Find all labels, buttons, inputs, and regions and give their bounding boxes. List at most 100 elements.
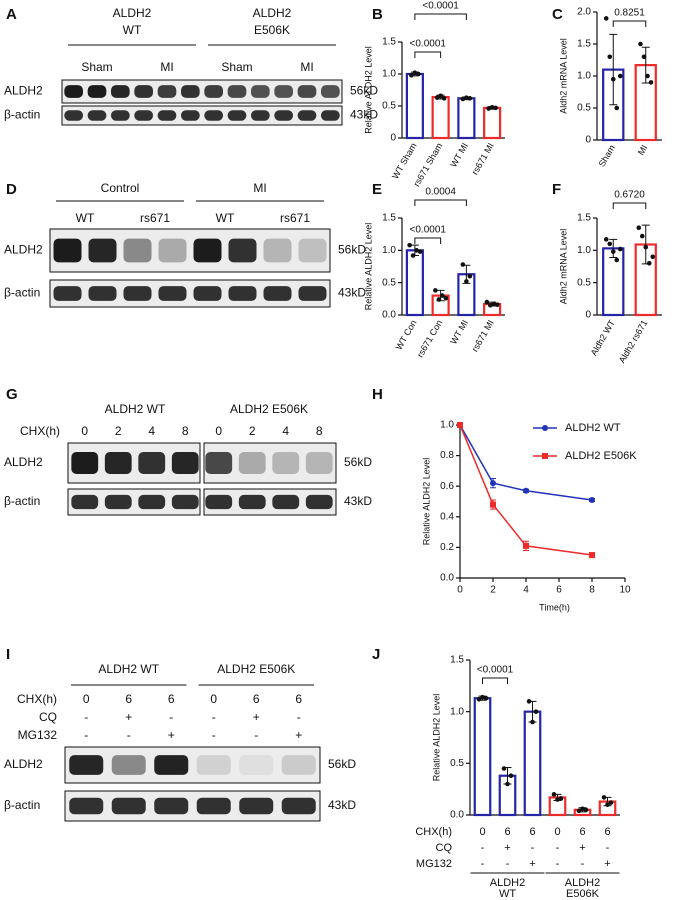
data-point [648, 80, 654, 85]
data-point [610, 76, 616, 82]
band [272, 494, 300, 510]
row-label: β-actin [4, 108, 40, 122]
band [321, 85, 340, 98]
legend-marker [542, 453, 548, 459]
panel-label: B [372, 6, 383, 23]
y-tick-label: 0.5 [450, 758, 464, 769]
y-tick-label: 1.0 [382, 245, 396, 256]
legend-marker [542, 425, 548, 431]
bar [405, 249, 424, 317]
lane-label: 8 [182, 424, 189, 438]
lane-row-label: CQ [39, 710, 57, 724]
data-point [464, 95, 469, 100]
y-axis-label: Relative ALDH2 Level [363, 223, 373, 311]
band [104, 452, 132, 474]
data-point [603, 16, 609, 21]
data-point [639, 233, 645, 239]
x-tick-label: 10 [619, 585, 631, 596]
y-tick-label: 1.5 [450, 655, 464, 666]
panel-label: D [6, 181, 17, 198]
y-axis-label: Relative ALDH2 Level [431, 694, 441, 782]
data-point [614, 257, 620, 263]
y-tick-label: 0.0 [450, 810, 464, 821]
data-point [460, 262, 466, 267]
significance-bracket [612, 20, 647, 27]
lane-label: - [212, 728, 216, 742]
treatment-value: + [504, 842, 510, 854]
y-tick-label: 0.6 [440, 481, 454, 492]
significance-label: 0.8251 [614, 8, 645, 19]
data-point [483, 695, 489, 701]
treatment-value: 6 [504, 826, 510, 838]
lane-label: 6 [168, 692, 175, 706]
group-label: MI [253, 181, 266, 195]
data-point [484, 299, 490, 305]
data-point [491, 301, 497, 307]
significance-bracket [414, 237, 442, 244]
panel-label: G [6, 386, 18, 403]
lane-label: - [254, 728, 258, 742]
band [297, 110, 317, 121]
y-tick-label: 1.5 [577, 213, 591, 224]
band [53, 286, 82, 301]
x-tick-label: 0 [457, 585, 463, 596]
band [205, 452, 233, 474]
group-label: E506K [566, 888, 600, 900]
band [158, 286, 187, 301]
y-tick-label: 0 [585, 135, 591, 146]
y-axis-label: Relative ALDH2 Level [363, 46, 373, 134]
lane-label: 0 [215, 424, 222, 438]
y-tick-label: 1.0 [577, 71, 591, 82]
band [157, 85, 177, 98]
group-label: WT [123, 23, 142, 37]
data-point [638, 41, 643, 47]
y-tick-label: 2.0 [577, 7, 591, 18]
group-label: ALDH2 E506K [230, 402, 308, 416]
data-point [646, 260, 652, 266]
marker [523, 542, 529, 549]
band [71, 494, 99, 510]
band [228, 286, 257, 301]
significance-label: 0.6720 [614, 190, 645, 201]
data-point [493, 105, 498, 111]
data-point [614, 105, 620, 111]
data-point [608, 800, 614, 805]
band [298, 286, 327, 301]
band [281, 755, 316, 775]
lane-label: - [169, 710, 173, 724]
size-label: 56kD [328, 757, 356, 771]
band [64, 110, 83, 121]
data-point [436, 297, 442, 302]
data-point [467, 273, 473, 279]
treatment-label: CHX(h) [415, 826, 452, 838]
lane-label: WT [216, 211, 235, 225]
error-bar [609, 33, 618, 106]
data-point [417, 249, 423, 254]
data-point [460, 96, 466, 102]
significance-label: <0.0001 [422, 1, 459, 12]
significance-bracket [612, 202, 647, 209]
data-point [501, 766, 507, 771]
band [88, 238, 117, 263]
band [138, 494, 166, 510]
size-label: 56kD [338, 243, 366, 257]
data-point [410, 253, 416, 258]
lane-label: 2 [115, 424, 122, 438]
lane-row-label: CHX(h) [20, 424, 60, 438]
panel-label: C [552, 6, 563, 23]
band [274, 85, 293, 98]
band [88, 286, 117, 301]
band [158, 238, 187, 263]
y-tick-label: 0.2 [440, 542, 454, 553]
x-tick-label: rs671 MI [470, 318, 496, 353]
band [157, 110, 177, 121]
panel-label: F [552, 181, 561, 198]
y-axis-label: Aldh2 mRNA Level [558, 229, 568, 305]
x-tick-label: Sham [597, 143, 617, 168]
x-tick-label: WT Con [394, 318, 419, 351]
band [111, 755, 146, 775]
data-point [412, 70, 418, 76]
y-tick-label: 1.0 [577, 245, 591, 256]
data-point [650, 254, 656, 260]
marker [523, 487, 529, 494]
